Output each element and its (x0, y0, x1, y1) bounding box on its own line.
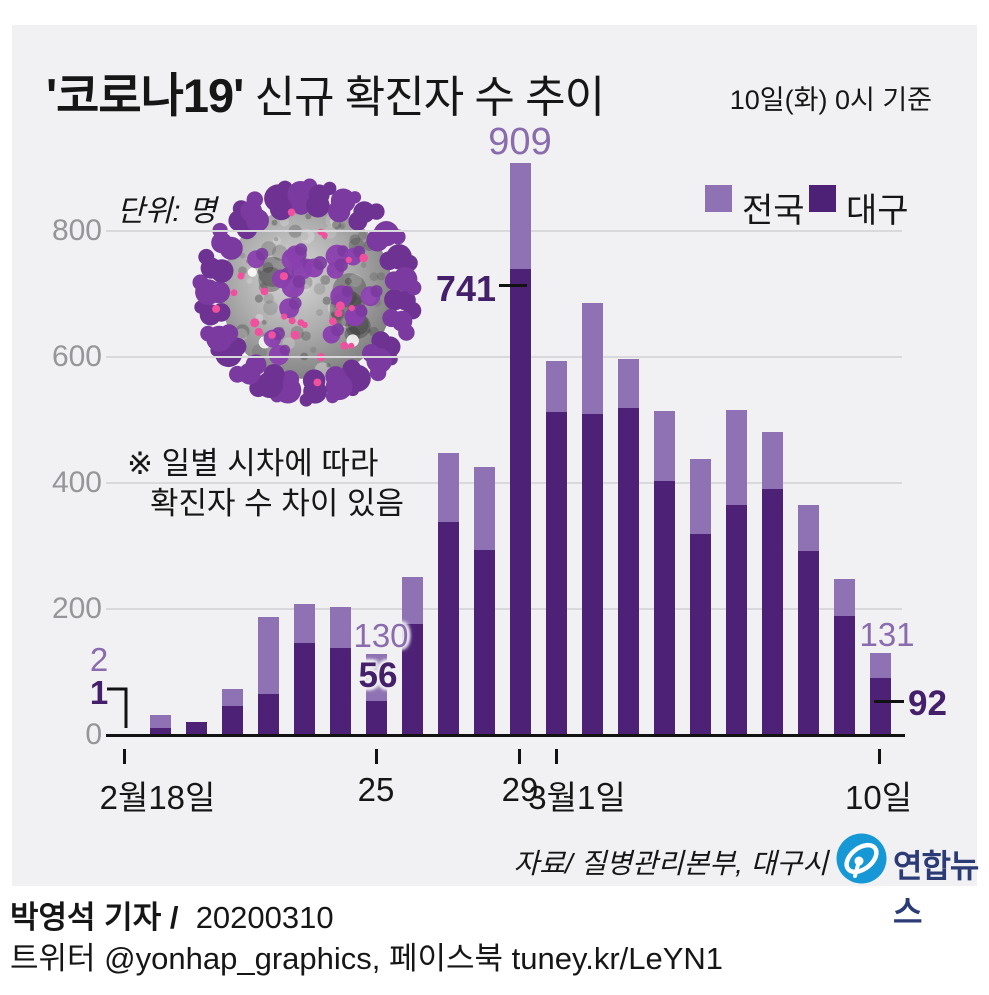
callout-line-741 (499, 284, 527, 287)
yonhap-logo-icon (836, 833, 887, 884)
bar-daegu-segment (797, 550, 819, 736)
source-credit: 자료/ 질병관리본부, 대구시 (513, 848, 828, 879)
value-label-mar10-national: 131 (859, 616, 915, 653)
value-label-mar10-daegu: 92 (908, 684, 947, 723)
bar-2/28 (473, 466, 495, 736)
bar-daegu-segment (689, 533, 711, 736)
bar-2/23 (293, 603, 315, 736)
bar-2/26 (401, 576, 423, 736)
bar-2/29 (509, 163, 531, 736)
y-axis-label-0: 0 (85, 718, 102, 751)
note-line-1: ※ 일별 시차에 따라 (127, 446, 379, 481)
bar-3/4 (653, 410, 675, 736)
y-axis-label-800: 800 (51, 214, 102, 247)
value-label-feb25-national: 130 (353, 617, 409, 654)
bar-daegu-segment (869, 678, 891, 736)
bar-3/5 (689, 458, 711, 736)
bar-daegu-segment (401, 623, 423, 736)
social-links-line: 트위터 @yonhap_graphics, 페이스북 tuney.kr/LeYN… (10, 941, 724, 976)
chart-card-background (12, 25, 977, 886)
bar-3/6 (725, 409, 747, 736)
bar-3/7 (761, 431, 783, 736)
x-tick-feb18 (123, 749, 126, 764)
bar-2/19 (149, 714, 171, 736)
y-axis-label-600: 600 (51, 340, 102, 373)
value-label-feb29-daegu: 741 (435, 268, 496, 309)
legend-swatch-national (705, 185, 732, 212)
bar-3/2 (581, 303, 603, 736)
bar-2/20 (185, 721, 207, 736)
x-axis-label-feb29: 29 (501, 771, 539, 808)
x-axis-label-mar1: 3월1일 (528, 779, 626, 816)
value-label-feb18-daegu: 1 (89, 674, 109, 711)
reporter-name: 박영석 기자 / (10, 900, 179, 935)
bar-daegu-segment (761, 489, 783, 736)
x-tick-mar1 (555, 749, 558, 764)
bar-2/22 (257, 616, 279, 736)
bar-2/24 (329, 606, 351, 736)
bar-daegu-segment (185, 721, 207, 736)
title-quoted: '코로나19' (46, 69, 244, 122)
gridline-400 (106, 482, 902, 484)
bar-3/8 (797, 504, 819, 736)
bar-daegu-segment (365, 700, 387, 736)
bar-3/3 (617, 358, 639, 736)
bar-daegu-segment (257, 694, 279, 736)
x-tick-feb25 (375, 749, 378, 764)
x-tick-feb29 (518, 749, 521, 764)
x-axis-label-mar10: 10일 (845, 779, 913, 816)
bar-daegu-segment (437, 522, 459, 736)
bar-2/27 (437, 453, 459, 736)
gridline-800 (106, 230, 902, 232)
bar-daegu-segment (545, 412, 567, 736)
gridline-600 (106, 356, 902, 358)
value-label-feb18-national: 2 (89, 641, 109, 678)
bar-daegu-segment (221, 706, 243, 736)
callout-line-92 (874, 700, 904, 703)
bar-daegu-segment (581, 414, 603, 736)
legend-label-national: 전국 (742, 192, 805, 230)
note-line-2: 확진자 수 차이 있음 (150, 486, 404, 521)
value-label-feb29-national: 909 (488, 121, 552, 163)
byline: 박영석 기자 / 20200310 (10, 892, 334, 937)
title-rest: 신규 확진자 수 추이 (243, 73, 606, 122)
coronavirus-image (192, 178, 422, 407)
gridline-200 (106, 608, 902, 610)
bar-daegu-segment (293, 643, 315, 736)
y-axis-label-200: 200 (51, 592, 102, 625)
bar-3/9 (833, 579, 855, 736)
value-label-feb25-daegu: 56 (358, 656, 398, 695)
bar-daegu-segment (653, 480, 675, 736)
x-axis-label-feb25: 25 (357, 771, 395, 808)
bar-3/1 (545, 361, 567, 736)
bar-2/21 (221, 689, 243, 736)
bar-3/10 (869, 653, 891, 736)
bar-daegu-segment (833, 616, 855, 736)
bar-daegu-segment (509, 269, 531, 736)
as-of-date-label: 10일(화) 0시 기준 (729, 85, 932, 115)
x-tick-mar10 (878, 749, 881, 764)
x-axis-label-feb18: 2월18일 (99, 779, 216, 816)
byline-date: 20200310 (195, 900, 334, 935)
legend-swatch-daegu (809, 185, 836, 212)
bar-2/25 (365, 654, 387, 736)
bar-daegu-segment (329, 648, 351, 736)
x-axis-line (106, 734, 905, 737)
bar-daegu-segment (725, 504, 747, 736)
page-title: '코로나19' 신규 확진자 수 추이 (46, 57, 606, 126)
yonhap-logo-text: 연합뉴스 (893, 848, 979, 930)
bar-daegu-segment (149, 727, 171, 736)
callout-bracket-feb18 (107, 687, 128, 728)
unit-label: 단위: 명 (117, 195, 217, 228)
legend-label-daegu: 대구 (846, 192, 909, 230)
y-axis-label-400: 400 (51, 466, 102, 499)
bar-daegu-segment (473, 549, 495, 736)
bar-daegu-segment (617, 408, 639, 736)
